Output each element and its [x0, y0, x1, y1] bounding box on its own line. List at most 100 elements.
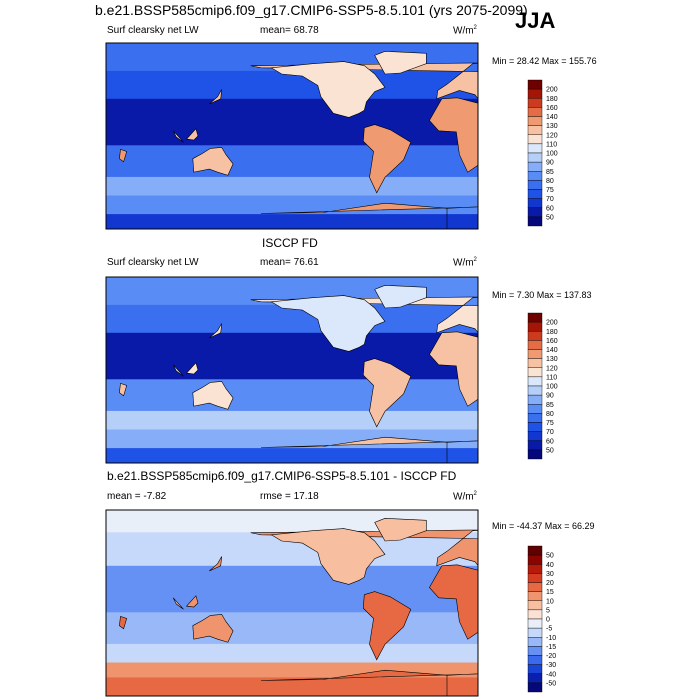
colorbar-3-label-7: 0 [546, 617, 550, 624]
colorbar-3-box-8 [527, 618, 543, 629]
map-1-continent-2-wrap [643, 62, 700, 118]
colorbar-1-box-5 [527, 125, 543, 135]
colorbar-1-box-10 [527, 171, 543, 181]
colorbar-2-label-8: 90 [546, 393, 554, 400]
panel2-units: W/m2 [453, 257, 477, 269]
colorbar-2-box-11 [527, 413, 543, 423]
colorbar-2-label-3: 140 [546, 347, 558, 354]
map-2-continent-0 [429, 331, 478, 407]
map-2-band-5 [106, 429, 478, 449]
colorbar-1-label-1: 180 [546, 96, 558, 103]
map-3-continent-2 [270, 528, 386, 585]
map-3-continent-7-wrap [559, 596, 570, 607]
map-2-continent-9 [119, 382, 128, 397]
map-2-band-1 [106, 304, 478, 334]
map-3-continent-8 [172, 597, 184, 610]
colorbar-2-label-5: 120 [546, 365, 558, 372]
map-2-continent-7-wrap [559, 363, 570, 374]
map-1-continent-6 [260, 202, 478, 229]
colorbar-2-box-1 [527, 321, 543, 332]
map-3-continent-3 [362, 591, 412, 661]
map-3-continent-5 [374, 517, 427, 542]
map-2-band-6 [106, 448, 478, 463]
colorbar-2-box-15 [527, 449, 543, 460]
colorbar-1-box-14 [527, 207, 543, 218]
colorbar-2-box-14 [527, 440, 543, 451]
colorbar-3-label-3: 20 [546, 580, 554, 587]
colorbar-3-label-8: -5 [546, 626, 552, 633]
colorbar-1-label-9: 85 [546, 169, 554, 176]
map-1-continent-10 [209, 89, 222, 105]
map-3-continent-0 [429, 564, 478, 640]
map-panel-3 [106, 510, 700, 696]
map-2-continent-2 [270, 295, 386, 352]
colorbar-1-box-1 [527, 88, 543, 99]
map-2-band-2 [106, 332, 478, 380]
map-1-band-6 [106, 214, 478, 229]
colorbar-1-box-13 [527, 198, 543, 208]
colorbar-3-box-11 [527, 646, 543, 656]
colorbar-3-box-0 [527, 545, 543, 556]
colorbar-3-box-3 [527, 573, 543, 583]
map-2-continent-1-wrap [623, 289, 700, 361]
panel1-units: W/m2 [453, 25, 477, 37]
colorbar-3-box-12 [527, 655, 543, 665]
colorbar-1-box-9 [527, 161, 543, 172]
colorbar-3-box-5 [527, 591, 543, 601]
colorbar-3-label-4: 15 [546, 589, 554, 596]
colorbar-1-box-3 [527, 107, 543, 117]
colorbar-1-box-0 [527, 79, 543, 90]
map-panel-2 [106, 277, 700, 463]
panel1-variable: Surf clearsky net LW [107, 25, 199, 36]
panel1-minmax: Min = 28.42 Max = 155.76 [492, 56, 597, 66]
map-3-continent-6-wrap [633, 670, 700, 696]
panel3-mean: mean = -7.82 [107, 491, 167, 502]
map-3-band-2 [106, 565, 478, 613]
map-3-continent-10-wrap [581, 557, 593, 572]
map-2-continent-7 [185, 362, 199, 375]
panel3-title: b.e21.BSSP585cmip6.f09_g17.CMIP6-SSP5-8.… [107, 469, 457, 483]
colorbar-1-box-7 [527, 143, 543, 154]
map-1-band-2 [106, 98, 478, 146]
colorbar-2-box-7 [527, 376, 543, 387]
map-1-frame [105, 42, 479, 230]
map-1-band-5 [106, 195, 478, 215]
map-2-continent-4 [192, 381, 234, 410]
map-3-continent-10 [209, 556, 222, 572]
colorbar-1-label-3: 140 [546, 114, 558, 121]
panel3-units: W/m2 [453, 491, 477, 503]
colorbar-1-label-10: 80 [546, 178, 554, 185]
map-3-band-4 [106, 643, 478, 664]
colorbar-2-box-0 [527, 312, 543, 323]
colorbar-2-label-12: 70 [546, 429, 554, 436]
map-1-band-4 [106, 176, 478, 197]
colorbar-3-label-11: -20 [546, 653, 556, 660]
colorbar-3-box-1 [527, 554, 543, 565]
colorbar-1-label-11: 75 [546, 187, 554, 194]
colorbar-3-box-6 [527, 600, 543, 611]
map-3-band-3 [106, 612, 478, 645]
map-panel-1 [106, 43, 700, 229]
colorbar-1-label-5: 120 [546, 132, 558, 139]
map-2-continent-10-wrap [581, 324, 593, 339]
colorbar-2-label-10: 80 [546, 411, 554, 418]
colorbar-3-label-6: 5 [546, 607, 550, 614]
colorbar-1-label-14: 50 [546, 214, 554, 221]
colorbar-2-label-13: 60 [546, 438, 554, 445]
colorbar-3-box-4 [527, 582, 543, 592]
map-2-continent-9-wrap [491, 383, 498, 395]
colorbar-3-box-10 [527, 637, 543, 647]
colorbar-1-label-4: 130 [546, 123, 558, 130]
colorbar-2-label-6: 110 [546, 374, 557, 381]
colorbar-3-box-13 [527, 664, 543, 674]
map-3-continent-9-wrap [491, 616, 498, 628]
colorbar-3-box-14 [527, 673, 543, 684]
colorbar-3-label-9: -10 [546, 635, 556, 642]
map-1-continent-5 [374, 50, 427, 75]
map-2-continent-6-wrap [633, 437, 700, 463]
colorbar-1-box-12 [527, 189, 543, 199]
map-1-continent-3 [362, 124, 412, 194]
map-1-continent-7 [185, 128, 199, 141]
colorbar-2-box-9 [527, 394, 543, 405]
